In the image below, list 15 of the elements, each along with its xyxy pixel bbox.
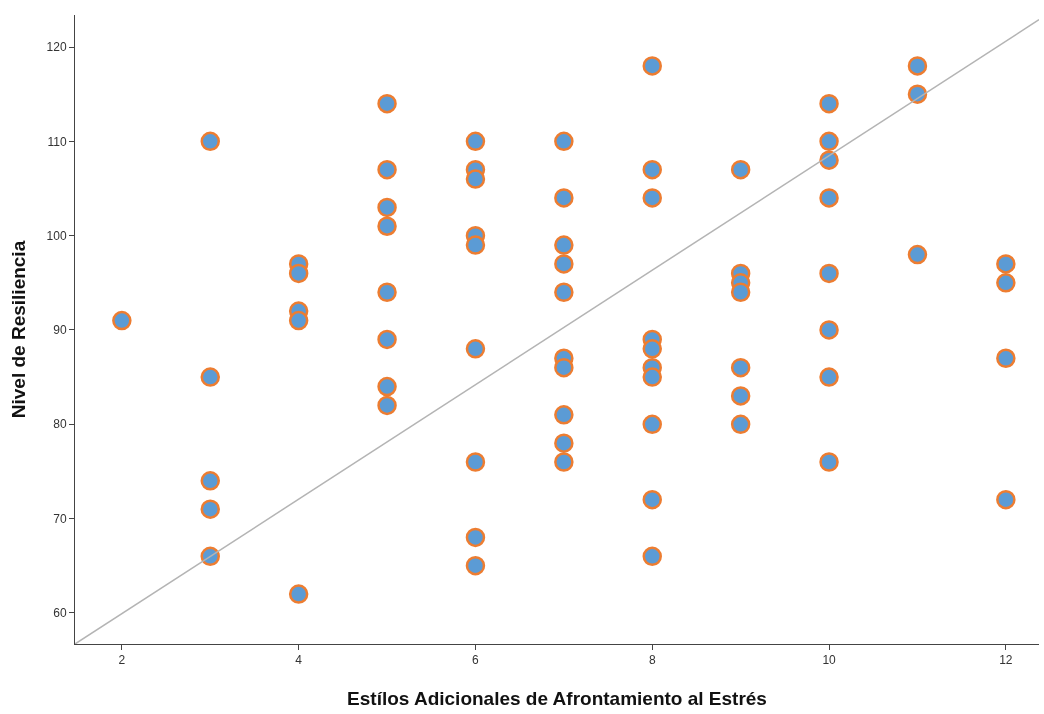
x-tick-label: 8 (648, 653, 656, 668)
x-axis-title: Estílos Adicionales de Afrontamiento al Estrés (347, 688, 767, 710)
y-tick-label: 80 (53, 417, 67, 432)
y-tick-label: 120 (46, 40, 67, 55)
y-tick-label: 110 (47, 134, 67, 149)
x-tick-label: 12 (999, 653, 1013, 668)
x-tick-label: 4 (295, 653, 303, 668)
y-tick-label: 100 (46, 228, 67, 243)
x-tick-label: 10 (822, 653, 837, 668)
y-tick-label: 70 (53, 511, 67, 526)
x-tick-label: 2 (118, 653, 126, 668)
y-tick-label: 90 (53, 323, 67, 338)
y-tick-label: 60 (53, 606, 67, 621)
x-tick-label: 6 (472, 653, 480, 668)
y-axis-title: Nivel de Resiliencia (8, 240, 30, 419)
